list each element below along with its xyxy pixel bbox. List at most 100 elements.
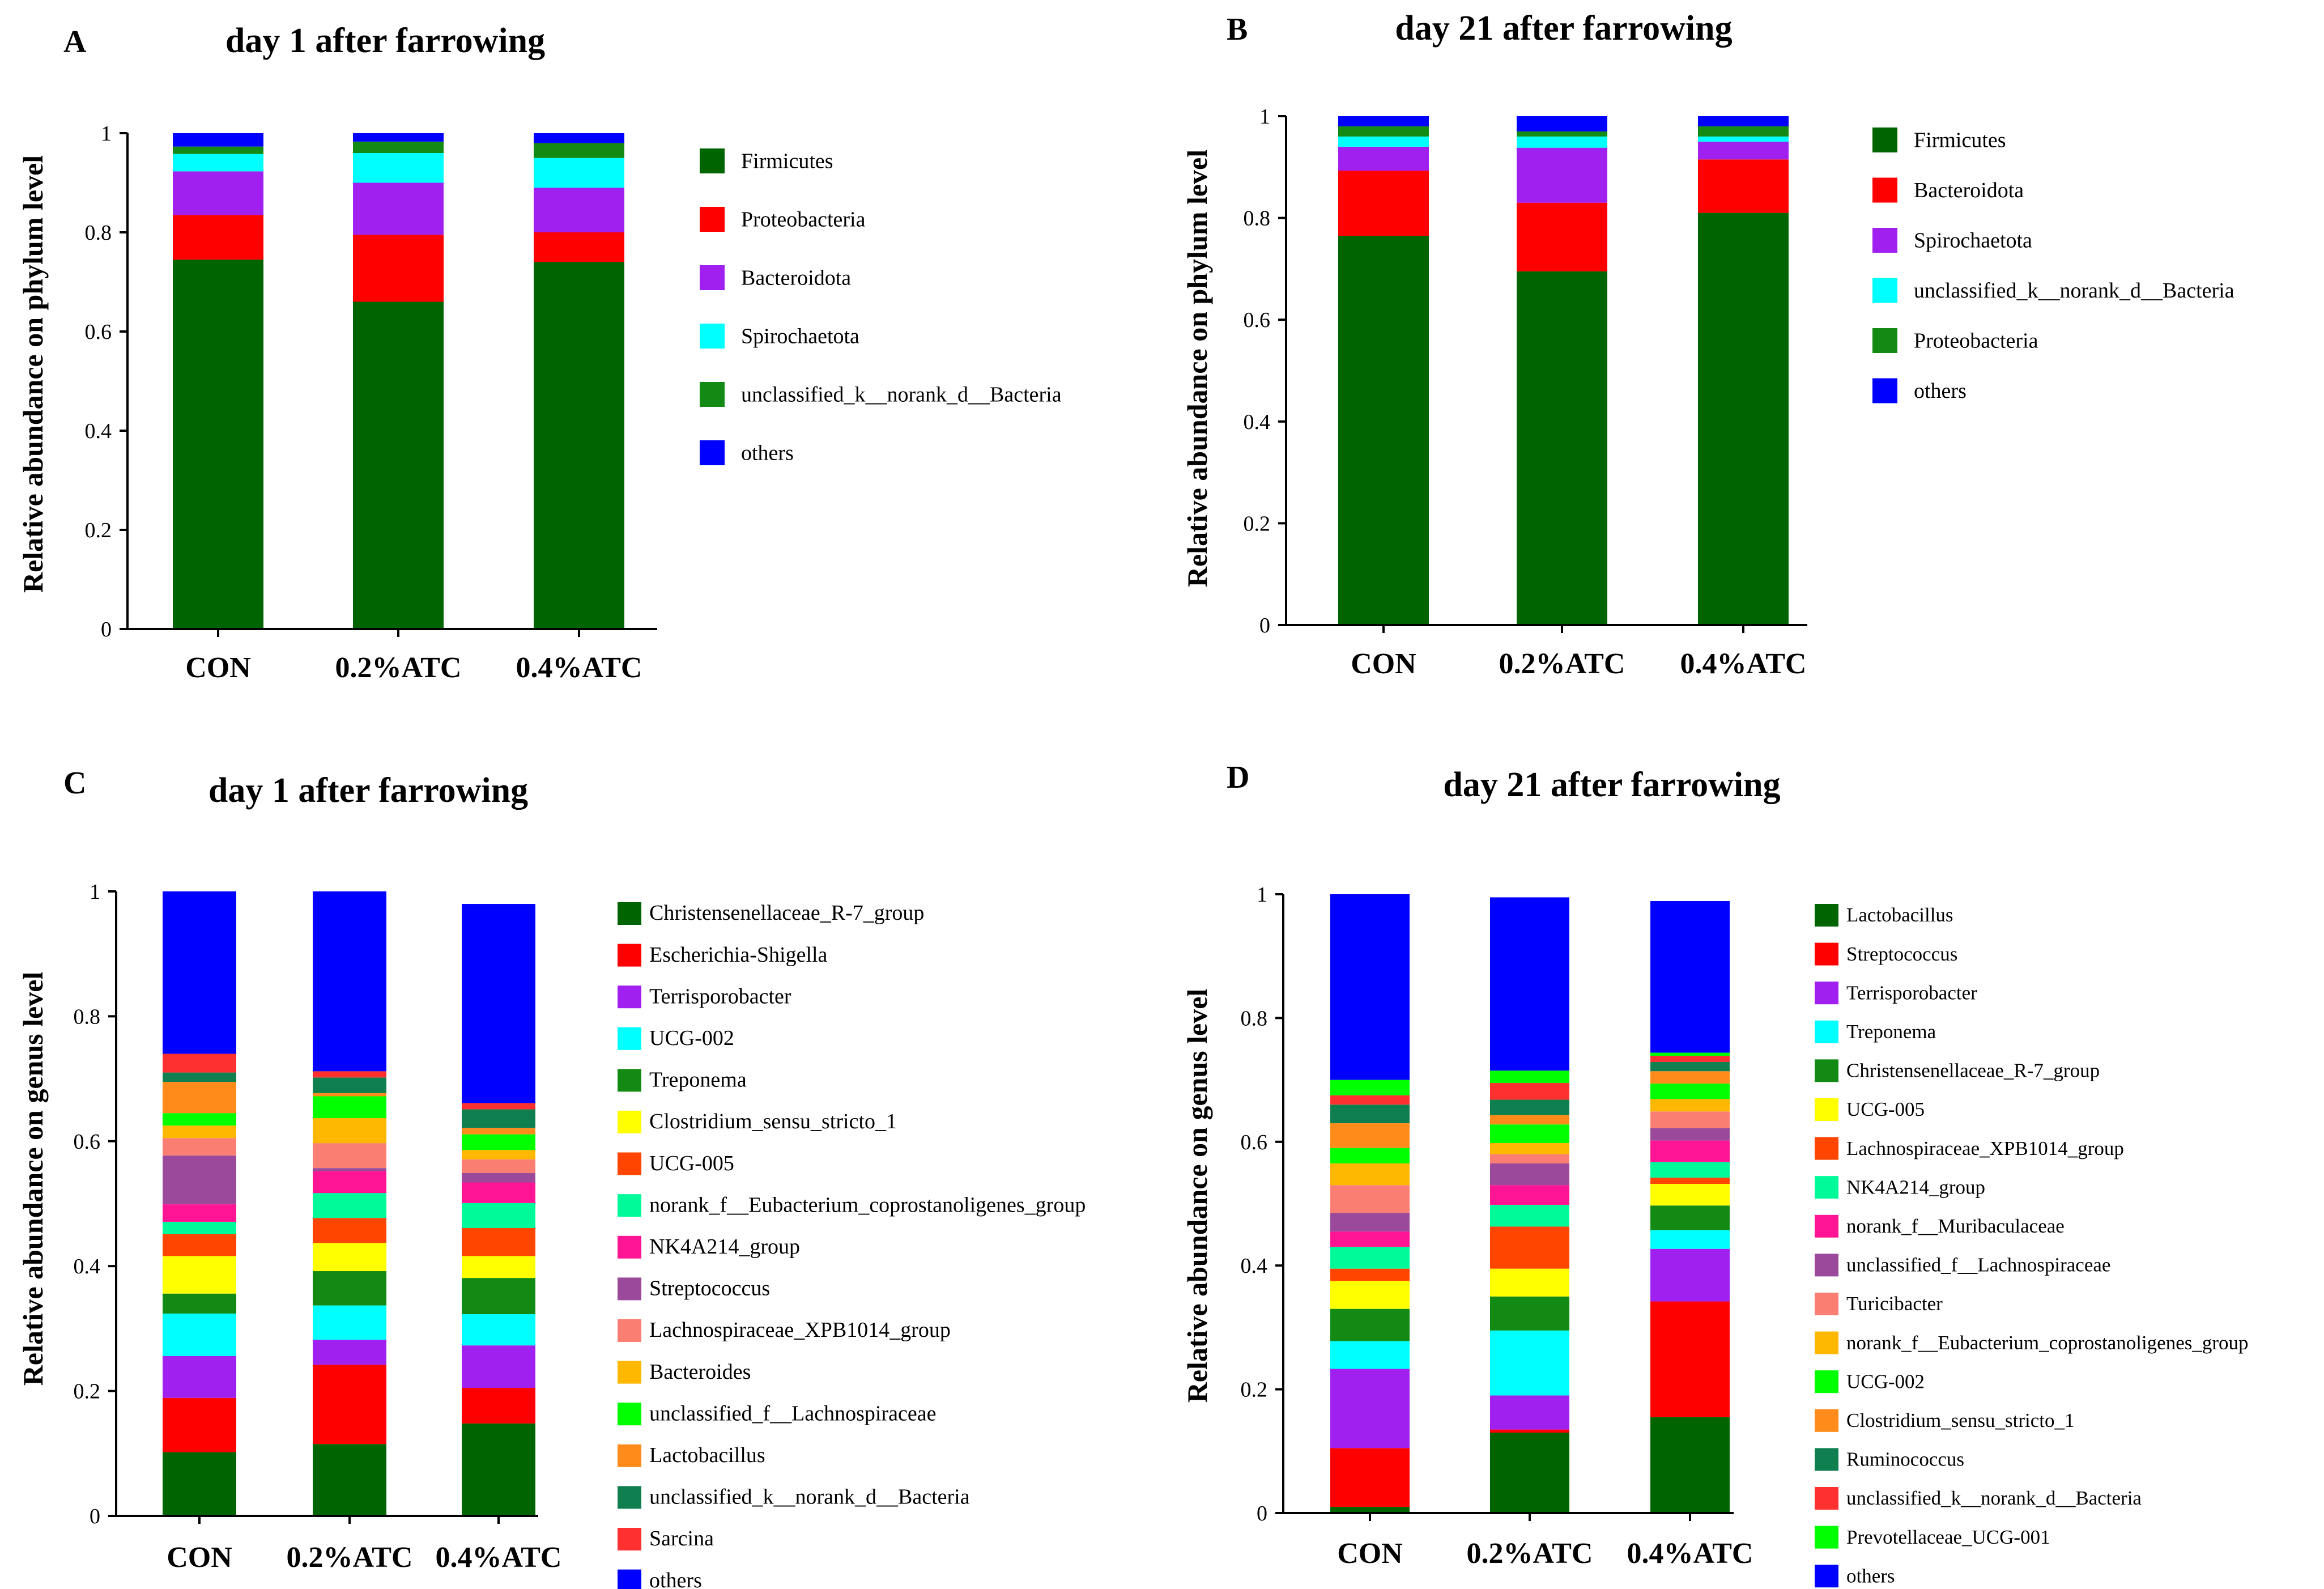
bar-segment-terrisporobacter-1 <box>1490 1395 1569 1430</box>
x-tick-label: 0.4%ATC <box>1680 648 1807 680</box>
bar-segment-streptococcus-2 <box>1650 1301 1730 1417</box>
y-tick-label: 0.4 <box>74 1255 101 1278</box>
bar-segment-bacteroides-0 <box>163 1125 236 1138</box>
legend-swatch <box>1815 942 1838 966</box>
bar-segment-norank-f-muribaculaceae-0 <box>1330 1231 1410 1247</box>
legend-item: others <box>1872 378 1967 403</box>
legend-item: norank_f__Eubacterium_coprostanoligenes_… <box>618 1193 1086 1217</box>
legend-item: Lachnospiraceae_XPB1014_group <box>1815 1137 2124 1160</box>
legend-item: Lachnospiraceae_XPB1014_group <box>618 1318 951 1342</box>
bar-segment-streptococcus-0 <box>163 1155 236 1205</box>
legend-item: Proteobacteria <box>1872 328 2038 353</box>
bar-segment-clostridium-sensu-stricto-1-1 <box>1490 1115 1569 1125</box>
legend-label: Escherichia-Shigella <box>649 943 828 967</box>
bar-segment-ucg-005-0 <box>1330 1281 1410 1309</box>
y-axis-label: Relative abundance on phylum level <box>17 155 49 593</box>
legend-label: NK4A214_group <box>649 1235 800 1259</box>
panel-letter: C <box>63 766 86 801</box>
bar-segment-unclassified-k-norank-d-bacteria-1 <box>1517 136 1607 148</box>
legend-swatch <box>1815 1137 1838 1160</box>
legend-swatch <box>1872 177 1897 203</box>
bar-segment-treponema-2 <box>1650 1230 1730 1249</box>
bar-segment-others-0 <box>163 891 236 1054</box>
bar-segment-streptococcus-1 <box>313 1168 386 1171</box>
bar-segment-bacteroidota-2 <box>1698 159 1789 213</box>
bar-segment-unclassified-f-lachnospiraceae-2 <box>462 1134 535 1150</box>
legend-label: UCG-005 <box>1846 1098 1925 1120</box>
bar-segment-treponema-0 <box>1330 1341 1410 1369</box>
bar-segment-terrisporobacter-0 <box>163 1356 236 1398</box>
bar-segment-ucg-005-1 <box>1490 1268 1569 1297</box>
bar-segment-firmicutes-0 <box>1338 236 1429 625</box>
legend-swatch <box>618 944 641 967</box>
legend-label: Treponema <box>649 1068 747 1092</box>
legend-label: unclassified_k__norank_d__Bacteria <box>741 383 1062 406</box>
bar-segment-sarcina-2 <box>462 1103 535 1110</box>
bar-segment-spirochaetota-0 <box>173 154 263 172</box>
legend-label: Terrisporobacter <box>1846 982 1977 1004</box>
bar-segment-treponema-1 <box>313 1271 386 1306</box>
bar-segment-escherichia-shigella-0 <box>163 1397 236 1452</box>
x-tick-label: 0.4%ATC <box>1627 1537 1753 1570</box>
legend-item: Bacteroides <box>618 1360 751 1384</box>
bar-segment-norank-f-eubacterium-coprostanoligenes-group-0 <box>1330 1163 1410 1186</box>
legend-item: Terrisporobacter <box>1815 982 1977 1005</box>
legend-swatch <box>1815 1526 1838 1549</box>
bar-segment-proteobacteria-1 <box>1517 131 1607 137</box>
legend-label: Streptococcus <box>649 1277 770 1301</box>
legend-item: Christensenellaceae_R-7_group <box>618 901 924 925</box>
x-tick-label: 0.4%ATC <box>436 1541 562 1574</box>
legend-item: UCG-005 <box>618 1152 734 1175</box>
bar-segment-ucg-005-1 <box>313 1218 386 1243</box>
bar-segment-ucg-002-2 <box>462 1314 535 1346</box>
bar-segment-lachnospiraceae-xpb1014-group-2 <box>1650 1178 1730 1184</box>
bar-segment-norank-f-eubacterium-coprostanoligenes-group-0 <box>163 1221 236 1234</box>
y-tick-label: 1 <box>1259 105 1270 129</box>
legend-swatch <box>1872 278 1897 303</box>
y-tick-label: 0 <box>101 618 112 641</box>
legend-item: Proteobacteria <box>700 207 866 232</box>
bar-segment-others-0 <box>173 133 263 147</box>
bar-segment-nk4a214-group-0 <box>163 1204 236 1222</box>
y-tick-label: 0.2 <box>74 1380 101 1404</box>
bar-segment-norank-f-eubacterium-coprostanoligenes-group-2 <box>462 1203 535 1228</box>
bar-segment-unclassified-k-norank-d-bacteria-0 <box>1330 1095 1410 1105</box>
x-tick-label: 0.2%ATC <box>1467 1537 1593 1570</box>
legend-swatch <box>700 207 725 232</box>
bar-segment-proteobacteria-0 <box>173 215 263 260</box>
bar-segment-spirochaetota-1 <box>1517 147 1607 203</box>
legend-item: Clostridium_sensu_stricto_1 <box>1815 1409 2075 1432</box>
legend-swatch <box>1815 904 1838 927</box>
legend-swatch <box>1815 1448 1838 1471</box>
bar-segment-sarcina-1 <box>313 1071 386 1078</box>
legend-label: Bacteroidota <box>1914 179 2024 202</box>
legend-item: unclassified_k__norank_d__Bacteria <box>1872 278 2234 303</box>
chart-title: day 21 after farrowing <box>1443 766 1780 804</box>
legend-label: others <box>1846 1565 1895 1587</box>
legend: Christensenellaceae_R-7_group Escherichia… <box>618 901 1086 1589</box>
legend-item: Clostridium_sensu_stricto_1 <box>618 1110 897 1133</box>
bar-segment-nk4a214-group-0 <box>1330 1247 1410 1269</box>
legend-item: norank_f__Muribaculaceae <box>1815 1214 2065 1238</box>
y-tick-label: 0.2 <box>85 519 112 542</box>
legend-swatch <box>1815 1370 1838 1393</box>
legend-label: others <box>741 441 794 465</box>
bar-segment-ucg-005-0 <box>163 1234 236 1256</box>
legend-item: UCG-005 <box>1815 1098 1925 1121</box>
bar-segment-nk4a214-group-1 <box>313 1171 386 1193</box>
x-tick-label: CON <box>1351 648 1416 680</box>
bar-segment-norank-f-eubacterium-coprostanoligenes-group-2 <box>1650 1099 1730 1112</box>
legend-item: unclassified_f__Lachnospiraceae <box>618 1401 936 1425</box>
x-tick-label: 0.4%ATC <box>516 652 642 684</box>
legend-label: UCG-002 <box>1846 1370 1925 1392</box>
legend-swatch <box>1872 328 1897 353</box>
bar-segment-proteobacteria-2 <box>1698 126 1789 137</box>
legend-swatch <box>1815 1176 1838 1199</box>
legend: Firmicutes Bacteroidota Spirochaetota uncla… <box>1872 128 2234 403</box>
bar-segment-ucg-002-0 <box>1330 1148 1410 1164</box>
bar-segment-lachnospiraceae-xpb1014-group-1 <box>1490 1226 1569 1269</box>
legend-swatch <box>700 382 725 407</box>
bar-segment-unclassified-f-lachnospiraceae-0 <box>163 1113 236 1126</box>
